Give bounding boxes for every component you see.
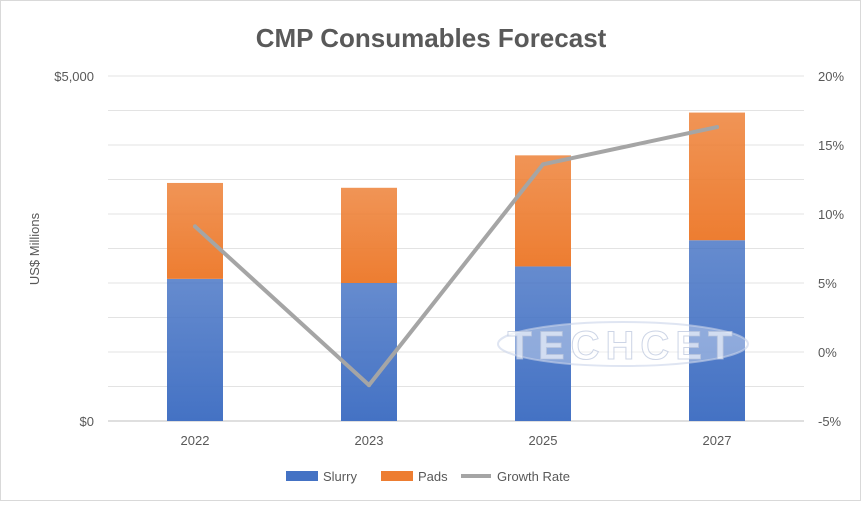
y-axis-label: US$ Millions [27,212,42,285]
chart-title: CMP Consumables Forecast [256,23,607,53]
growth-rate-line [193,125,719,388]
x-tick-label: 2022 [181,433,210,448]
axes: $5,000 $0 -5% 0% 5% 10% 15% 20% 2022 2023 2025 2027 [54,69,844,448]
bar-pads-2025 [515,155,571,267]
x-tick-label: 2027 [703,433,732,448]
y2-tick-label: 15% [818,138,844,153]
growth-rate-point-2022 [193,224,197,229]
bar-pads-2022 [167,182,223,279]
legend-swatch-pads [381,471,413,481]
bar-slurry-2023 [341,283,397,421]
bar-pads-2027 [689,112,745,241]
y2-tick-label: 0% [818,345,837,360]
y2-tick-label: 10% [818,207,844,222]
bar-slurry-2025 [515,266,571,421]
legend-label-growth-rate: Growth Rate [497,469,570,484]
bars [167,112,745,421]
legend-label-slurry: Slurry [323,469,357,484]
x-tick-label: 2023 [355,433,384,448]
y2-tick-label: 5% [818,276,837,291]
y-tick-label: $0 [80,414,94,429]
y2-tick-label: -5% [818,414,842,429]
bar-slurry-2027 [689,240,745,421]
gridlines [108,75,804,422]
growth-line [193,125,719,388]
x-tick-label: 2025 [529,433,558,448]
y2-tick-label: 20% [818,69,844,84]
growth-rate-point-2027 [715,125,719,130]
legend: Slurry Pads Growth Rate [286,469,570,484]
legend-label-pads: Pads [418,469,448,484]
growth-rate-point-2023 [367,383,371,388]
legend-swatch-slurry [286,471,318,481]
growth-rate-point-2025 [541,162,545,167]
watermark: TECHCET [497,321,749,369]
y-tick-label: $5,000 [54,69,94,84]
bar-pads-2023 [341,187,397,283]
bar-slurry-2022 [167,278,223,421]
watermark-text: TECHCET [508,324,739,368]
